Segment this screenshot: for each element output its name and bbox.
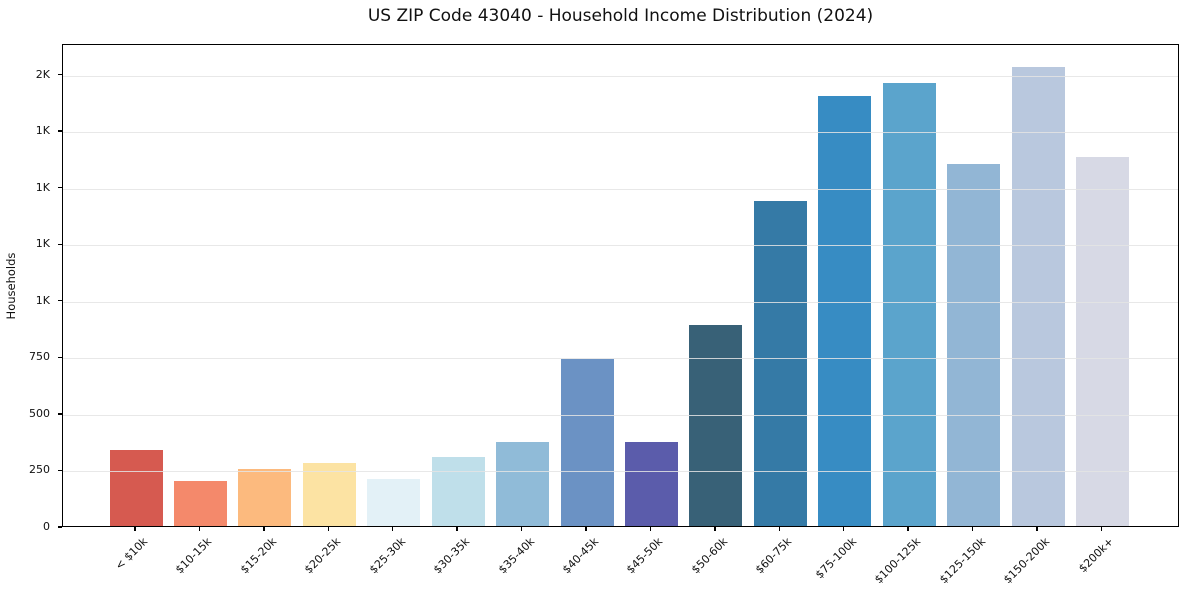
x-tick-mark (520, 527, 523, 531)
gridline (63, 414, 1178, 416)
y-tick-label: 1K (35, 237, 50, 251)
chart-title: US ZIP Code 43040 - Household Income Dis… (367, 6, 874, 26)
gridline (63, 471, 1178, 473)
y-tick-mark (58, 243, 62, 245)
x-tick-mark (843, 527, 845, 531)
bar (947, 164, 1001, 526)
bar (173, 481, 227, 526)
y-tick-mark (58, 186, 62, 189)
bar (302, 463, 356, 526)
bar (109, 450, 163, 526)
bar (624, 441, 678, 526)
x-tick-label: $30-35k (431, 535, 473, 577)
y-tick-label: 1K (35, 124, 50, 138)
x-tick-label: $200k+ (1076, 535, 1117, 576)
gridline (63, 301, 1178, 303)
x-tick-mark (649, 527, 652, 531)
x-tick-mark (714, 527, 716, 531)
x-tick-label: $20-25k (302, 535, 344, 577)
y-tick-label: 500 (29, 406, 50, 420)
x-tick-mark (263, 527, 265, 531)
bar (1075, 157, 1129, 526)
x-tick-label: $125-150k (936, 535, 988, 587)
bar (753, 201, 807, 526)
gridline (63, 188, 1178, 190)
x-tick-mark (327, 527, 329, 531)
x-tick-label: $35-40k (495, 535, 537, 577)
x-tick-mark (585, 527, 587, 531)
bar (689, 324, 743, 526)
y-tick-label: 1K (35, 180, 50, 194)
x-tick-label: $50-60k (688, 535, 731, 577)
x-tick-mark (778, 527, 780, 531)
bar (367, 478, 421, 526)
y-tick-label: 0 (43, 520, 50, 533)
y-tick-mark (58, 413, 62, 415)
y-tick-label: 250 (29, 463, 50, 477)
x-tick-label: $45-50k (624, 535, 666, 577)
x-tick-mark (971, 527, 974, 531)
y-tick-mark (58, 356, 62, 359)
x-tick-mark (456, 527, 458, 531)
gridline (63, 358, 1178, 360)
x-tick-label: < $10k (112, 535, 151, 573)
x-tick-label: $25-30k (366, 535, 408, 577)
x-tick-mark (134, 527, 136, 531)
x-tick-label: $10-15k (173, 535, 215, 577)
bar (560, 358, 614, 526)
y-tick-mark (58, 130, 62, 132)
bar (882, 82, 936, 526)
y-tick-label: 2K (35, 67, 50, 81)
x-tick-label: $40-45k (559, 535, 602, 577)
y-tick-mark (58, 469, 62, 472)
x-tick-label: $60-75k (753, 535, 795, 577)
bar (496, 441, 550, 526)
y-tick-label: 1K (35, 293, 50, 307)
y-tick-mark (58, 300, 62, 302)
gridline (63, 245, 1178, 247)
gridline (63, 132, 1178, 134)
x-tick-mark (1100, 527, 1103, 531)
y-tick-mark (58, 526, 62, 528)
x-tick-label: $150-200k (1001, 535, 1053, 587)
plot-area (62, 44, 1179, 527)
x-tick-label: $15-20k (237, 535, 280, 577)
x-tick-label: $75-100k (812, 535, 859, 582)
x-tick-label: $100-125k (872, 535, 924, 587)
y-tick-label: 750 (29, 350, 50, 364)
x-tick-mark (907, 527, 909, 531)
bar (238, 469, 292, 526)
gridline (63, 75, 1178, 77)
bar (818, 96, 872, 526)
x-tick-mark (198, 527, 201, 531)
x-tick-mark (1036, 527, 1038, 531)
bar (1011, 66, 1065, 526)
x-tick-mark (392, 527, 394, 531)
bar (431, 456, 485, 526)
y-tick-mark (58, 73, 62, 76)
